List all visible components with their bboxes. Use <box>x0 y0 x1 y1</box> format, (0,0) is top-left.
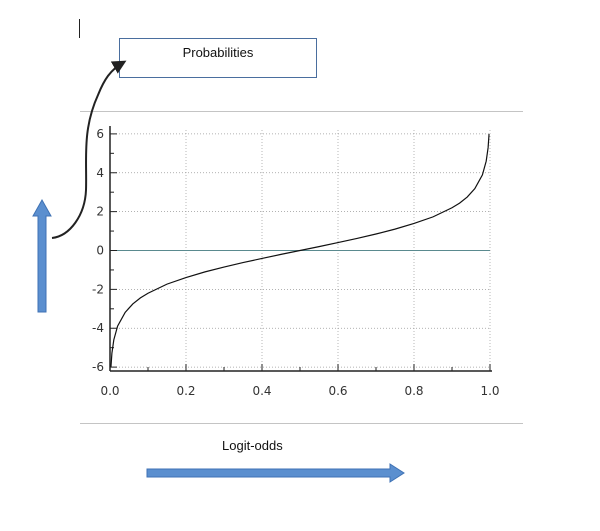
bottom-divider <box>80 423 523 424</box>
x-tick-label: 0.6 <box>328 384 347 398</box>
text-cursor <box>79 19 80 38</box>
top-divider <box>80 111 523 112</box>
curved-annotation-arrow <box>51 60 127 239</box>
x-tick-labels: 0.0 0.2 0.4 0.6 0.8 1.0 <box>100 384 499 398</box>
y-tick-label: -2 <box>92 282 104 296</box>
y-tick-label: -4 <box>92 321 104 335</box>
y-tick-label: 0 <box>96 244 104 258</box>
x-tick-label: 0.2 <box>176 384 195 398</box>
y-tick-label: -6 <box>92 360 104 374</box>
x-axis-title: Logit-odds <box>222 438 283 453</box>
x-tick-label: 0.0 <box>100 384 119 398</box>
probabilities-label: Probabilities <box>182 45 254 60</box>
y-tick-label: 6 <box>96 127 104 141</box>
up-arrow-icon <box>32 198 52 313</box>
y-tick-labels: 6 4 2 0 -2 -4 -6 <box>92 127 104 374</box>
y-tick-label: 2 <box>96 205 104 219</box>
logit-curve <box>110 134 490 367</box>
probabilities-label-box[interactable]: Probabilities <box>119 38 317 78</box>
x-tick-label: 0.4 <box>252 384 271 398</box>
y-tick-label: 4 <box>96 166 104 180</box>
x-tick-label: 1.0 <box>480 384 499 398</box>
right-arrow-icon <box>146 463 405 483</box>
x-tick-label: 0.8 <box>404 384 423 398</box>
axes <box>109 126 492 372</box>
